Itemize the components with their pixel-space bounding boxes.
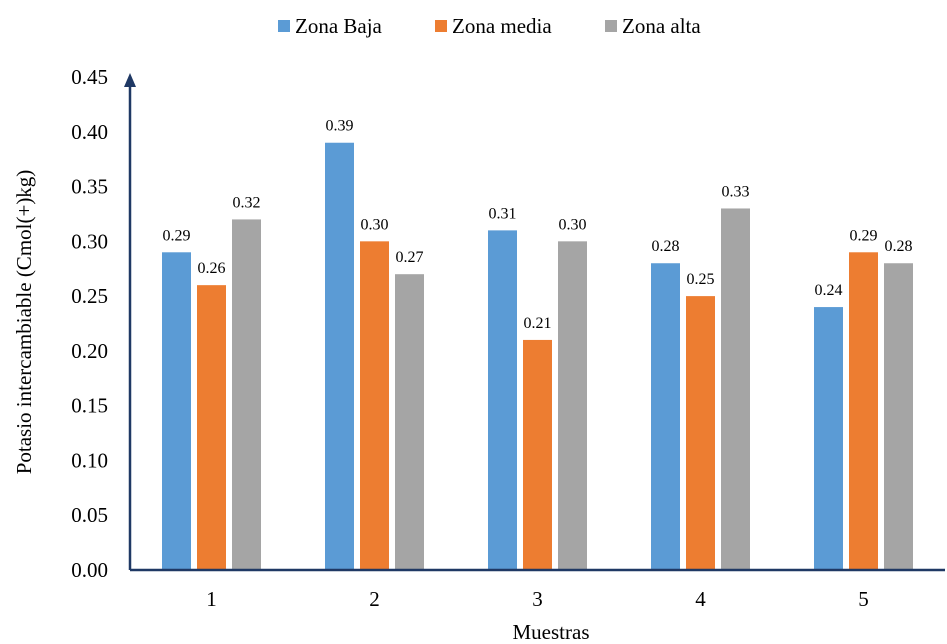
data-labels: 0.29 0.26 0.32 0.39 0.30 0.27 0.31 0.21 0.30 0.28… xyxy=(163,118,913,332)
data-label: 0.25 xyxy=(687,271,715,288)
axes xyxy=(124,73,945,572)
y-tick-label: 0.00 xyxy=(71,558,108,582)
bar-zona-alta-3 xyxy=(558,241,587,571)
y-tick-label: 0.10 xyxy=(71,448,108,472)
y-tick-label: 0.40 xyxy=(71,120,108,144)
bars xyxy=(162,142,913,571)
x-tick-label: 1 xyxy=(206,587,217,611)
y-tick-label: 0.25 xyxy=(71,284,108,308)
legend-label: Zona alta xyxy=(622,14,701,38)
y-tick-label: 0.20 xyxy=(71,339,108,363)
y-axis-title: Potasio intercambiable (Cmol(+)kg) xyxy=(12,170,36,475)
bar-zona-alta-1 xyxy=(232,219,261,570)
y-tick-label: 0.35 xyxy=(71,175,108,199)
data-label: 0.30 xyxy=(361,216,389,233)
legend-swatch xyxy=(435,20,447,32)
legend-label: Zona Baja xyxy=(295,14,383,38)
legend-swatch xyxy=(278,20,290,32)
bar-zona-alta-2 xyxy=(395,274,424,570)
data-label: 0.21 xyxy=(524,315,552,332)
x-tick-label: 3 xyxy=(532,587,543,611)
data-label: 0.30 xyxy=(559,216,587,233)
legend: Zona Baja Zona media Zona alta xyxy=(278,14,701,38)
data-label: 0.39 xyxy=(326,118,354,135)
bar-zona-baja-2 xyxy=(325,142,354,570)
data-label: 0.29 xyxy=(163,227,191,244)
x-tick-label: 2 xyxy=(369,587,380,611)
bar-zona-baja-1 xyxy=(162,252,191,571)
bar-zona-alta-5 xyxy=(884,263,913,570)
data-label: 0.33 xyxy=(722,183,750,200)
bar-zona-media-1 xyxy=(197,285,226,570)
data-label: 0.26 xyxy=(198,260,226,277)
x-tick-label: 5 xyxy=(858,587,869,611)
data-label: 0.27 xyxy=(396,249,424,266)
y-tick-label: 0.45 xyxy=(71,65,108,89)
legend-label: Zona media xyxy=(452,14,552,38)
bar-zona-baja-5 xyxy=(814,307,843,570)
y-tick-label: 0.05 xyxy=(71,503,108,527)
data-label: 0.24 xyxy=(815,282,843,299)
data-label: 0.31 xyxy=(489,205,517,222)
data-label: 0.28 xyxy=(885,238,913,255)
bar-zona-baja-3 xyxy=(488,230,517,570)
bar-zona-media-2 xyxy=(360,241,389,571)
bar-zona-media-3 xyxy=(523,339,552,570)
y-axis-ticks: 0.00 0.05 0.10 0.15 0.20 0.25 0.30 0.35 0.40 0.45 xyxy=(71,65,108,582)
bar-zona-media-4 xyxy=(686,296,715,570)
y-tick-label: 0.15 xyxy=(71,394,108,418)
x-tick-label: 4 xyxy=(695,587,706,611)
bar-zona-media-5 xyxy=(849,252,878,571)
y-axis-arrowhead xyxy=(124,73,136,87)
x-axis-title: Muestras xyxy=(513,620,590,644)
data-label: 0.28 xyxy=(652,238,680,255)
data-label: 0.32 xyxy=(233,194,261,211)
x-axis-ticks: 1 2 3 4 5 xyxy=(206,587,869,611)
data-label: 0.29 xyxy=(850,227,878,244)
y-tick-label: 0.30 xyxy=(71,229,108,253)
bar-zona-baja-4 xyxy=(651,263,680,570)
bar-zona-alta-4 xyxy=(721,208,750,570)
legend-swatch xyxy=(605,20,617,32)
